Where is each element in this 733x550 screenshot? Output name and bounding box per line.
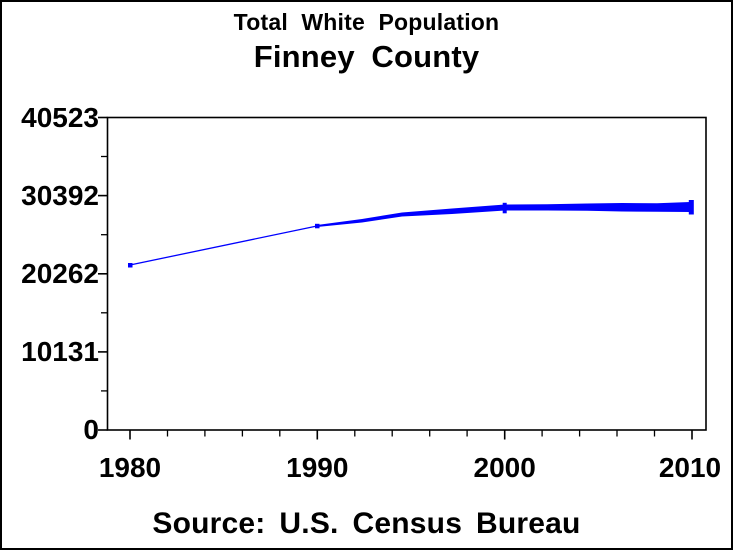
x-axis-minor-ticks (166, 430, 656, 437)
marker-1990 (315, 223, 320, 229)
chart-title: Finney County (253, 39, 480, 74)
y-tick-label-40523: 40523 (21, 101, 99, 133)
source-note: Source: U.S. Census Bureau (152, 507, 581, 540)
series-line-band (317, 202, 690, 227)
y-tick-label-0: 0 (83, 414, 99, 445)
chart-subtitle: Total White Population (233, 9, 500, 35)
x-tick-label-2010: 2010 (658, 452, 722, 483)
x-tick-label-1980: 1980 (98, 452, 162, 483)
y-axis-minor-ticks (101, 155, 108, 392)
x-tick-label-1990: 1990 (286, 452, 349, 483)
y-tick-label-20262: 20262 (21, 257, 99, 289)
plot-frame (106, 116, 707, 431)
series-markers (128, 200, 694, 268)
series-line-thin (129, 225, 318, 266)
y-tick-label-10131: 10131 (21, 335, 99, 367)
x-tick-label-2000: 2000 (473, 452, 536, 483)
marker-2010 (688, 200, 694, 215)
marker-2000 (502, 202, 507, 214)
marker-1980 (128, 263, 133, 268)
x-axis-major-ticks (129, 430, 693, 440)
y-axis-major-ticks (98, 116, 108, 431)
y-tick-label-30392: 30392 (21, 179, 99, 211)
